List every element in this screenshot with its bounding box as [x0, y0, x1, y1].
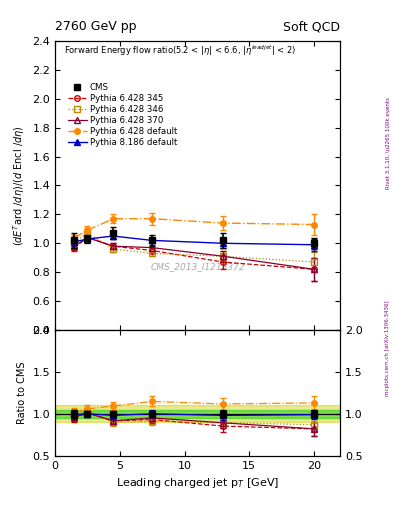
Text: CMS_2013_I1218372: CMS_2013_I1218372	[150, 262, 245, 271]
Y-axis label: $(dE^T$ard $/ d\eta) / (d$ Encl $/ d\eta)$: $(dE^T$ard $/ d\eta) / (d$ Encl $/ d\eta…	[11, 125, 27, 246]
X-axis label: Leading charged jet p$_T$ [GeV]: Leading charged jet p$_T$ [GeV]	[116, 476, 279, 490]
Text: 2760 GeV pp: 2760 GeV pp	[55, 20, 136, 33]
Text: Forward Energy flow ratio(5.2 < |$\eta$| < 6.6, |$\eta^{leadjet}$| < 2): Forward Energy flow ratio(5.2 < |$\eta$|…	[64, 44, 296, 58]
Bar	[55, 410, 340, 418]
Bar	[55, 406, 340, 422]
Text: Soft QCD: Soft QCD	[283, 20, 340, 33]
Text: mcplots.cern.ch [arXiv:1306.3436]: mcplots.cern.ch [arXiv:1306.3436]	[385, 301, 390, 396]
Legend: CMS, Pythia 6.428 345, Pythia 6.428 346, Pythia 6.428 370, Pythia 6.428 default,: CMS, Pythia 6.428 345, Pythia 6.428 346,…	[65, 80, 180, 150]
Text: Rivet 3.1.10, \u2265 100k events: Rivet 3.1.10, \u2265 100k events	[385, 97, 390, 189]
Y-axis label: Ratio to CMS: Ratio to CMS	[17, 361, 27, 424]
